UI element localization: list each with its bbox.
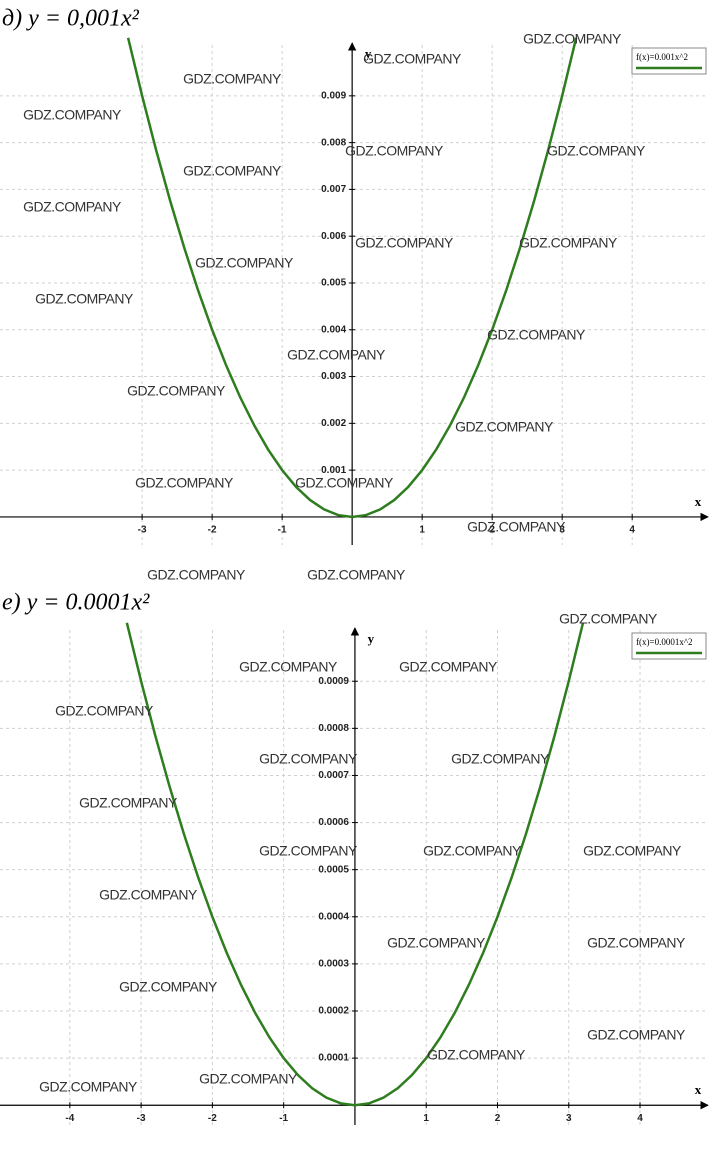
watermark: GDZ.COMPANY — [259, 843, 358, 859]
y-tick-label: 0.0005 — [318, 864, 349, 875]
x-tick-label: -4 — [65, 1113, 74, 1124]
watermark: GDZ.COMPANY — [195, 255, 294, 271]
y-tick-label: 0.0003 — [318, 959, 349, 970]
watermark: GDZ.COMPANY — [363, 51, 462, 67]
watermark: GDZ.COMPANY — [23, 107, 122, 123]
x-tick-label: 2 — [495, 1113, 501, 1124]
watermark: GDZ.COMPANY — [451, 751, 550, 767]
legend-box — [631, 47, 707, 75]
watermark: GDZ.COMPANY — [79, 795, 178, 811]
chart-panel: 0.001 0.002 0.003 0.004 0.005 0.006 0.007 0.008… — [0, 6, 709, 583]
y-tick-label: 0.002 — [321, 418, 346, 429]
y-tick-label: 0.005 — [321, 278, 346, 289]
watermark: GDZ.COMPANY — [39, 1079, 138, 1095]
watermark: GDZ.COMPANY — [199, 1071, 298, 1087]
y-tick-label: 0.008 — [321, 137, 346, 148]
watermark: GDZ.COMPANY — [127, 383, 226, 399]
watermark: GDZ.COMPANY — [455, 419, 554, 435]
legend-label: f(x)=0.0001x^2 — [636, 637, 693, 647]
x-tick-label: 3 — [566, 1113, 572, 1124]
y-tick-label: 0.003 — [321, 371, 346, 382]
watermark: GDZ.COMPANY — [519, 235, 618, 251]
watermark: GDZ.COMPANY — [583, 843, 682, 859]
x-tick-label: 1 — [419, 525, 425, 536]
y-tick-label: 0.0007 — [318, 770, 349, 781]
y-tick-label: 0.0001 — [318, 1053, 349, 1064]
watermark: GDZ.COMPANY — [239, 659, 338, 675]
y-tick-label: 0.007 — [321, 184, 346, 195]
chart-title: е) y = 0.0001x² — [2, 590, 150, 616]
x-tick-label: -3 — [137, 1113, 146, 1124]
x-tick-label: -2 — [208, 525, 217, 536]
watermark: GDZ.COMPANY — [55, 703, 154, 719]
watermark: GDZ.COMPANY — [387, 935, 486, 951]
y-axis-label: y — [365, 46, 372, 61]
x-tick-label: -3 — [138, 525, 147, 536]
y-axis-label: y — [368, 631, 375, 646]
watermark: GDZ.COMPANY — [355, 235, 454, 251]
watermark: GDZ.COMPANY — [423, 843, 522, 859]
watermark: GDZ.COMPANY — [487, 327, 586, 343]
y-tick-label: 0.009 — [321, 90, 346, 101]
legend-label: f(x)=0.001x^2 — [636, 52, 688, 62]
x-tick-label: 1 — [423, 1113, 429, 1124]
chart-panel: 0.0001 0.0002 0.0003 0.0004 0.0005 0.0006 0.00… — [0, 590, 709, 1125]
watermark: GDZ.COMPANY — [135, 475, 234, 491]
watermark: GDZ.COMPANY — [345, 143, 444, 159]
x-tick-label: 4 — [637, 1113, 643, 1124]
curve — [126, 37, 578, 519]
watermark: GDZ.COMPANY — [559, 611, 658, 627]
watermark: GDZ.COMPANY — [547, 143, 646, 159]
x-tick-label: -1 — [279, 1113, 288, 1124]
x-axis-label: x — [695, 1082, 702, 1097]
x-axis-label: x — [695, 494, 702, 509]
watermark: GDZ.COMPANY — [587, 935, 686, 951]
x-tick-label: -1 — [278, 525, 287, 536]
chart-title: д) y = 0,001x² — [2, 6, 140, 32]
y-tick-label: 0.0006 — [318, 817, 349, 828]
x-tick-label: 4 — [629, 525, 635, 536]
watermark: GDZ.COMPANY — [119, 979, 218, 995]
watermark: GDZ.COMPANY — [427, 1047, 526, 1063]
watermark: GDZ.COMPANY — [147, 567, 246, 583]
x-tick-label: 3 — [559, 525, 565, 536]
watermark: GDZ.COMPANY — [259, 751, 358, 767]
y-tick-label: 0.0004 — [318, 911, 349, 922]
y-tick-label: 0.006 — [321, 231, 346, 242]
y-tick-label: 0.0009 — [318, 676, 349, 687]
legend-box — [631, 632, 707, 660]
watermark: GDZ.COMPANY — [287, 347, 386, 363]
watermark: GDZ.COMPANY — [587, 1027, 686, 1043]
watermark: GDZ.COMPANY — [307, 567, 406, 583]
watermark: GDZ.COMPANY — [183, 71, 282, 87]
x-tick-label: 2 — [489, 525, 495, 536]
watermark: GDZ.COMPANY — [183, 163, 282, 179]
watermark: GDZ.COMPANY — [399, 659, 498, 675]
y-tick-label: 0.0002 — [318, 1006, 349, 1017]
watermark: GDZ.COMPANY — [99, 887, 198, 903]
watermark: GDZ.COMPANY — [523, 31, 622, 47]
y-tick-label: 0.004 — [321, 324, 346, 335]
watermark: GDZ.COMPANY — [467, 519, 566, 535]
watermark: GDZ.COMPANY — [295, 475, 394, 491]
curve — [125, 622, 585, 1107]
y-tick-label: 0.001 — [321, 465, 346, 476]
watermark: GDZ.COMPANY — [23, 199, 122, 215]
y-tick-label: 0.0008 — [318, 723, 349, 734]
watermark: GDZ.COMPANY — [35, 291, 134, 307]
x-tick-label: -2 — [208, 1113, 217, 1124]
